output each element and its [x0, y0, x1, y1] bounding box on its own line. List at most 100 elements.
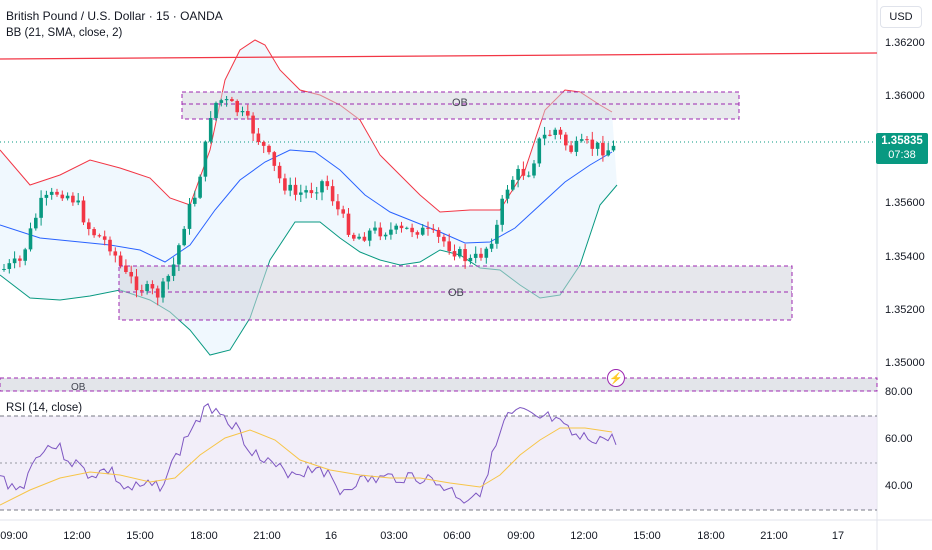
candle-body: [108, 239, 112, 252]
candle-body: [521, 168, 526, 176]
candle-body: [590, 139, 595, 149]
candle-body: [49, 191, 54, 195]
candle-body: [182, 228, 186, 246]
candle-body: [526, 175, 531, 177]
candle-body: [579, 139, 584, 141]
candle-body: [18, 258, 22, 261]
candle-body: [118, 255, 123, 266]
candle-body: [341, 209, 345, 214]
candle-body: [399, 225, 404, 229]
time-tick: 21:00: [760, 530, 788, 542]
candle-body: [150, 284, 155, 289]
candle-body: [601, 142, 605, 156]
candle-body: [595, 142, 600, 149]
rsi-legend[interactable]: RSI (14, close): [6, 402, 83, 414]
resistance-trendline[interactable]: [0, 52, 878, 60]
candle-body: [171, 264, 176, 276]
candle-body: [288, 184, 292, 191]
lightning-icon[interactable]: ⚡: [607, 369, 625, 387]
candle-body: [468, 257, 473, 262]
candle-body: [304, 190, 308, 193]
bollinger-legend[interactable]: BB (21, SMA, close, 2): [6, 27, 123, 39]
candle-body: [267, 145, 271, 153]
candle-body: [246, 111, 250, 116]
candle-body: [442, 236, 446, 242]
candle-body: [611, 145, 616, 151]
candle-body: [463, 249, 467, 262]
candle-body: [92, 229, 96, 236]
time-tick: 12:00: [570, 530, 598, 542]
candle-body: [76, 200, 80, 203]
symbol-title[interactable]: British Pound / U.S. Dollar · 15 · OANDA: [6, 9, 223, 23]
candle-body: [2, 268, 6, 270]
candle-body: [145, 284, 149, 292]
candle-body: [219, 100, 224, 103]
candle-body: [299, 192, 303, 195]
candle-body: [71, 195, 75, 203]
candle-body: [394, 225, 398, 230]
rsi-ma-line: [0, 427, 613, 506]
candle-body: [473, 253, 478, 258]
rsi-line: [0, 403, 617, 504]
current-price-tag: 1.35835 07:38: [876, 133, 928, 164]
time-tick: 18:00: [190, 530, 218, 542]
candle-body: [367, 230, 372, 241]
candle-body: [12, 258, 17, 264]
candle-body: [60, 194, 65, 199]
time-tick: 09:00: [0, 530, 28, 542]
rsi-tick: 60.00: [885, 433, 913, 445]
candle-body: [283, 178, 287, 191]
candle-body: [489, 243, 494, 249]
ob-zone-middle[interactable]: [118, 265, 793, 321]
candle-body: [208, 117, 213, 142]
candle-body: [277, 165, 282, 179]
candle-body: [426, 227, 430, 229]
candle-body: [606, 150, 610, 156]
candle-body: [405, 227, 409, 229]
ob-zone-lower[interactable]: [0, 377, 878, 392]
candle-body: [548, 134, 552, 136]
time-tick: 09:00: [507, 530, 535, 542]
ob-middle-label: OB: [448, 287, 464, 299]
time-tick: 18:00: [697, 530, 725, 542]
candle-body: [569, 145, 573, 152]
ob-zone-upper[interactable]: [181, 91, 740, 120]
bollinger-basis-line: [0, 149, 613, 263]
candle-body: [325, 181, 330, 187]
candle-body: [97, 235, 102, 237]
candle-body: [187, 203, 192, 229]
candle-body: [352, 234, 356, 239]
candle-body: [574, 140, 579, 152]
currency-button[interactable]: USD: [880, 6, 922, 28]
candle-body: [537, 138, 542, 164]
candle-body: [542, 134, 547, 139]
current-price-value: 1.35835: [881, 135, 923, 147]
candle-body: [558, 129, 563, 135]
candle-body: [420, 227, 425, 235]
candle-body: [124, 265, 128, 272]
candle-body: [410, 227, 414, 233]
time-tick: 15:00: [126, 530, 154, 542]
candle-body: [198, 176, 202, 198]
candle-body: [346, 213, 351, 235]
rsi-tick: 40.00: [885, 480, 913, 492]
candle-body: [564, 134, 568, 146]
candle-body: [214, 102, 218, 118]
time-tick: 21:00: [253, 530, 281, 542]
candle-body: [155, 288, 160, 298]
candle-countdown: 07:38: [888, 149, 916, 161]
candle-body: [235, 101, 239, 113]
candle-body: [505, 189, 510, 199]
candle-body: [383, 234, 388, 237]
price-tick: 1.36200: [885, 37, 925, 49]
candle-body: [336, 201, 340, 210]
candle-body: [55, 191, 59, 195]
ob-upper-label: OB: [452, 97, 468, 109]
candle-body: [479, 253, 483, 258]
candle-body: [447, 241, 451, 252]
price-tick: 1.35400: [885, 251, 925, 263]
candle-body: [39, 197, 43, 218]
candle-body: [65, 195, 70, 199]
candle-body: [516, 168, 520, 180]
